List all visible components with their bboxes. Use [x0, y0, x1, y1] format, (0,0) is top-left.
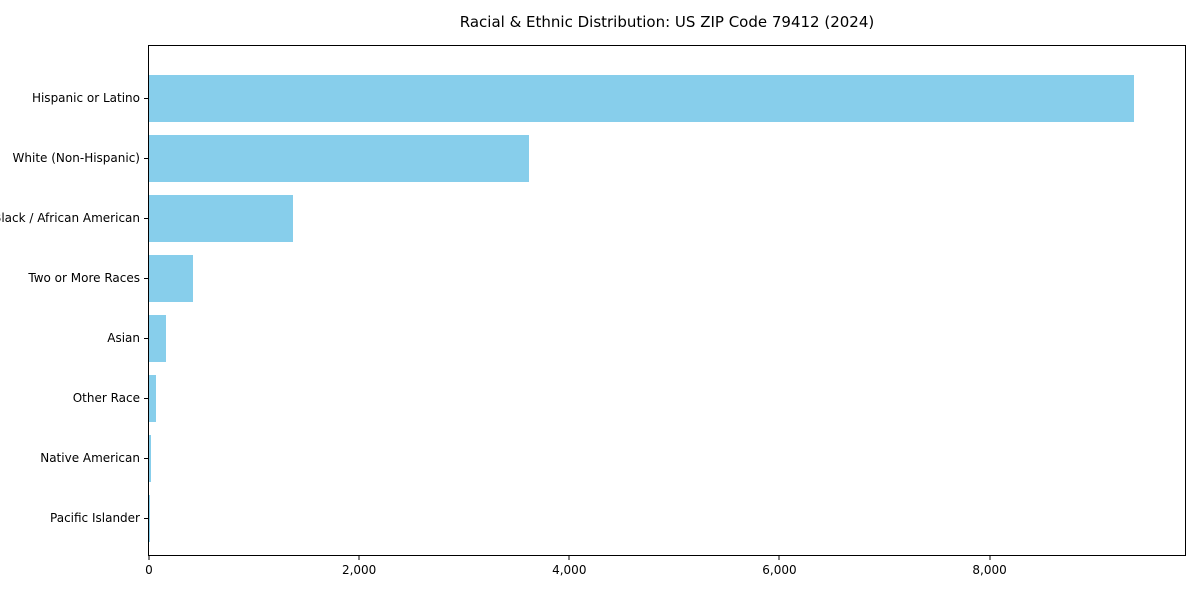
x-tick	[778, 556, 780, 560]
y-axis-label: Two or More Races	[28, 271, 140, 285]
x-tick-label: 6,000	[762, 563, 797, 577]
x-tick	[148, 556, 150, 560]
y-tick	[144, 457, 148, 459]
y-tick	[144, 217, 148, 219]
y-axis-label: Hispanic or Latino	[31, 91, 140, 105]
bar-row	[149, 248, 1185, 308]
bars-container	[149, 46, 1185, 555]
bar	[149, 74, 1134, 122]
bar-row	[149, 428, 1185, 488]
bar	[149, 254, 194, 302]
x-tick-label: 8,000	[972, 563, 1007, 577]
y-tick	[144, 517, 148, 519]
bar	[149, 194, 294, 242]
y-tick	[144, 397, 148, 399]
bar	[149, 314, 167, 362]
y-axis-label: Other Race	[72, 391, 140, 405]
x-tick-label: 4,000	[552, 563, 587, 577]
bar	[149, 434, 152, 482]
chart-title: Racial & Ethnic Distribution: US ZIP Cod…	[459, 13, 875, 31]
bar	[149, 494, 150, 542]
x-tick	[358, 556, 360, 560]
y-tick	[144, 277, 148, 279]
x-tick	[568, 556, 570, 560]
bar	[149, 134, 530, 182]
bar-row	[149, 368, 1185, 428]
x-tick-label: 2,000	[341, 563, 377, 577]
bar-row	[149, 488, 1185, 548]
x-tick	[989, 556, 991, 560]
bar	[149, 374, 157, 422]
y-tick	[144, 157, 148, 159]
plot-area: Hispanic or Latino White (Non-Hispanic) Bl…	[0, 45, 1186, 577]
y-tick	[144, 337, 148, 339]
y-axis-label: Asian	[107, 331, 140, 345]
y-axis-label: Native American	[40, 451, 140, 465]
x-tick-label: 0	[145, 563, 153, 577]
y-axis-label: White (Non-Hispanic)	[12, 151, 140, 165]
bar-row	[149, 308, 1185, 368]
y-tick	[144, 97, 148, 99]
y-axis-label: Black / African American	[0, 211, 140, 225]
bar-row	[149, 68, 1185, 128]
y-axis-label: Pacific Islander	[50, 511, 140, 525]
bar-row	[149, 128, 1185, 188]
bar-row	[149, 188, 1185, 248]
